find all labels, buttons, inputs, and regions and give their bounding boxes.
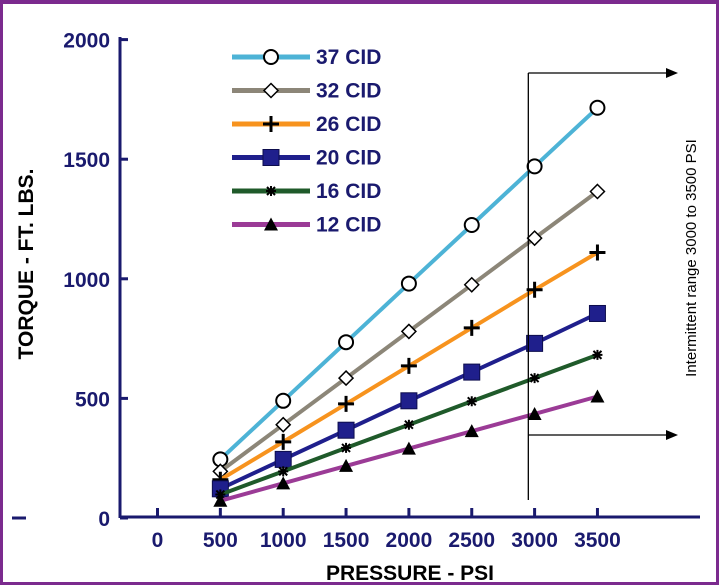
legend-entry: 20 CID [232, 147, 381, 170]
data-point-plus [526, 281, 543, 298]
data-point-plus [589, 244, 606, 261]
x-tick-label: 2500 [448, 529, 495, 552]
data-point-star [592, 349, 603, 360]
data-point-diamond [275, 416, 292, 433]
upper-arrow-head [666, 68, 678, 78]
x-tick-label: 2000 [386, 529, 433, 552]
legend-label: 20 CID [316, 147, 381, 170]
legend-entry: 26 CID [232, 113, 381, 136]
series-12-cid [213, 389, 605, 507]
data-point-circle [463, 216, 480, 233]
x-tick-label: 3000 [511, 529, 558, 552]
data-point-square [337, 421, 355, 439]
data-point-circle [589, 99, 606, 116]
data-point-plus [400, 357, 417, 374]
y-tick-label: 1500 [63, 149, 110, 172]
data-point-circle [526, 158, 543, 175]
data-point-square [463, 363, 481, 381]
series-layer [211, 99, 606, 507]
x-tick-label: 3500 [574, 529, 621, 552]
data-point-triangle [276, 476, 291, 490]
data-point-plus [338, 395, 355, 412]
legend-label: 26 CID [316, 113, 381, 136]
legend-label: 16 CID [316, 180, 381, 203]
data-point-triangle [527, 406, 542, 420]
legend-entry: 32 CID [232, 80, 381, 103]
data-point-star [466, 396, 477, 407]
y-tick-label: 1000 [63, 269, 110, 292]
data-point-circle [263, 49, 279, 65]
y-tick-label: 500 [75, 388, 110, 411]
data-point-square [400, 392, 418, 410]
data-point-star [403, 419, 414, 430]
annotation-text: Intermittent range 3000 to 3500 PSI [683, 139, 700, 377]
data-point-triangle [339, 458, 354, 472]
legend: 37 CID 32 CID 26 CID 20 CID 16 CID 12 CID [232, 46, 381, 237]
legend-label: 32 CID [316, 80, 381, 103]
data-point-circle [338, 334, 355, 351]
y-tick-label: 0 [98, 508, 110, 531]
ticks: 0 500 1000 1500 2000 0 500 1000 1500 2000 2500 3000… [63, 30, 621, 552]
data-point-star [266, 186, 276, 196]
x-tick-label: 500 [203, 529, 238, 552]
data-point-square [526, 334, 544, 352]
data-point-diamond [262, 82, 280, 99]
data-point-triangle [264, 217, 278, 231]
series-20-cid [211, 304, 606, 498]
x-tick-label: 1500 [323, 529, 370, 552]
data-point-plus [275, 433, 292, 450]
lower-arrow-head [666, 430, 678, 440]
data-point-plus [463, 319, 480, 336]
data-point-square [262, 149, 280, 166]
data-point-circle [275, 392, 292, 409]
y-axis-title: TORQUE - FT. LBS. [15, 169, 38, 360]
series-26-cid [212, 244, 606, 488]
y-tick-label: 2000 [63, 30, 110, 53]
data-point-star [278, 466, 289, 477]
series-16-cid [215, 349, 603, 500]
x-axis-title: PRESSURE - PSI [326, 562, 494, 585]
data-point-star [529, 373, 540, 384]
data-point-square [588, 304, 606, 322]
data-point-triangle [464, 424, 479, 438]
data-point-diamond [589, 183, 606, 200]
data-point-triangle [213, 493, 228, 507]
legend-entry: 16 CID [232, 180, 381, 203]
data-point-square [274, 450, 292, 468]
data-point-circle [400, 275, 417, 292]
legend-label: 37 CID [316, 46, 381, 69]
data-point-diamond [400, 323, 417, 340]
legend-entry: 12 CID [232, 214, 381, 237]
x-tick-label: 1000 [260, 529, 307, 552]
data-point-triangle [590, 389, 605, 403]
data-point-diamond [526, 230, 543, 247]
data-point-diamond [463, 276, 480, 293]
legend-label: 12 CID [316, 214, 381, 237]
x-tick-label: 0 [152, 529, 164, 552]
legend-entry: 37 CID [232, 46, 381, 69]
data-point-star [341, 442, 352, 453]
data-point-diamond [337, 370, 355, 387]
data-point-triangle [401, 441, 416, 455]
series-37-cid [212, 99, 606, 468]
intermittent-range-annotation [527, 68, 678, 500]
data-point-plus [263, 116, 279, 132]
series-32-cid [212, 183, 606, 480]
